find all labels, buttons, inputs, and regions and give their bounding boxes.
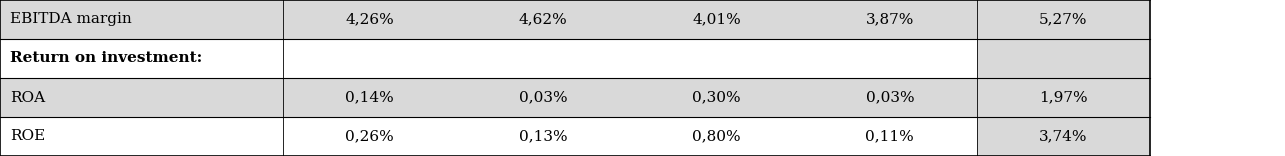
Bar [977,117,1150,156]
Text: Return on investment:: Return on investment: [10,51,203,66]
Text: 5,27%: 5,27% [1040,12,1087,27]
Text: 0,80%: 0,80% [693,129,740,144]
Bar [0,78,977,117]
Text: 3,74%: 3,74% [1040,129,1087,144]
Bar [0,39,977,78]
Bar [977,39,1150,78]
Text: 3,87%: 3,87% [866,12,914,27]
Text: 0,03%: 0,03% [866,90,914,105]
Text: 0,26%: 0,26% [346,129,393,144]
Bar [977,0,1150,39]
Text: 0,11%: 0,11% [866,129,914,144]
Bar [0,0,977,39]
Text: EBITDA margin: EBITDA margin [10,12,132,27]
Text: 4,01%: 4,01% [693,12,740,27]
Text: ROE: ROE [10,129,45,144]
Bar [977,78,1150,117]
Text: 4,62%: 4,62% [519,12,567,27]
Text: 1,97%: 1,97% [1040,90,1087,105]
Text: 0,13%: 0,13% [519,129,567,144]
Text: 0,30%: 0,30% [693,90,740,105]
Text: ROA: ROA [10,90,45,105]
Text: 0,14%: 0,14% [346,90,393,105]
Bar [0,117,977,156]
Text: 4,26%: 4,26% [346,12,393,27]
Text: 0,03%: 0,03% [519,90,567,105]
